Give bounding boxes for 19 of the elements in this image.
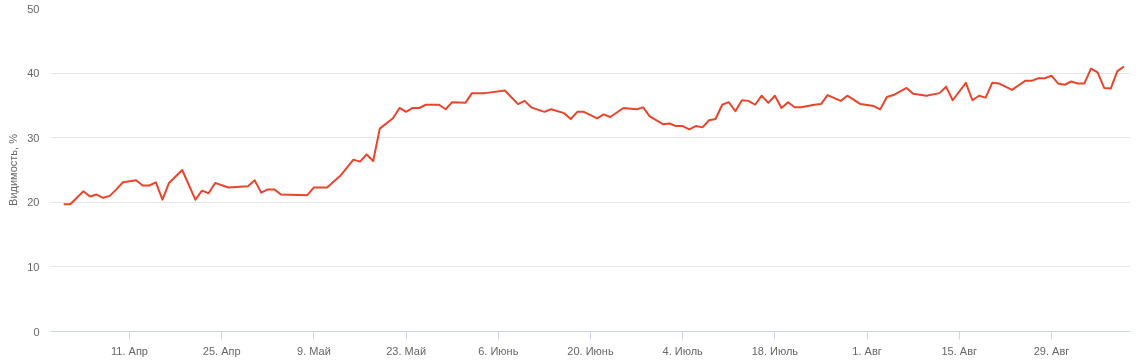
- x-tick-label: 29. Авг: [1033, 344, 1070, 357]
- y-tick-label: 40: [27, 67, 40, 80]
- line-series: [62, 65, 1125, 206]
- y-tick-label: 10: [27, 260, 40, 273]
- y-tick-label: 0: [33, 325, 40, 338]
- x-tick-label: 6. Июнь: [478, 344, 519, 357]
- x-tick-label: 1. Авг: [852, 344, 882, 357]
- x-tick-label: 9. Май: [297, 344, 331, 357]
- x-tick-label: 11. Апр: [111, 344, 149, 357]
- x-tick-label: 25. Апр: [202, 344, 241, 357]
- y-tick-label: 50: [27, 2, 40, 15]
- x-tick-label: 15. Авг: [941, 344, 978, 357]
- y-axis-title: Видимость, %: [7, 133, 20, 206]
- x-tick-label: 4. Июль: [662, 344, 704, 357]
- x-tick-label: 23. Май: [386, 344, 427, 357]
- y-tick-label: 30: [27, 131, 40, 144]
- x-tick-label: 18. Июль: [751, 344, 799, 357]
- y-tick-label: 20: [27, 196, 40, 209]
- x-tick-label: 20. Июнь: [567, 344, 614, 357]
